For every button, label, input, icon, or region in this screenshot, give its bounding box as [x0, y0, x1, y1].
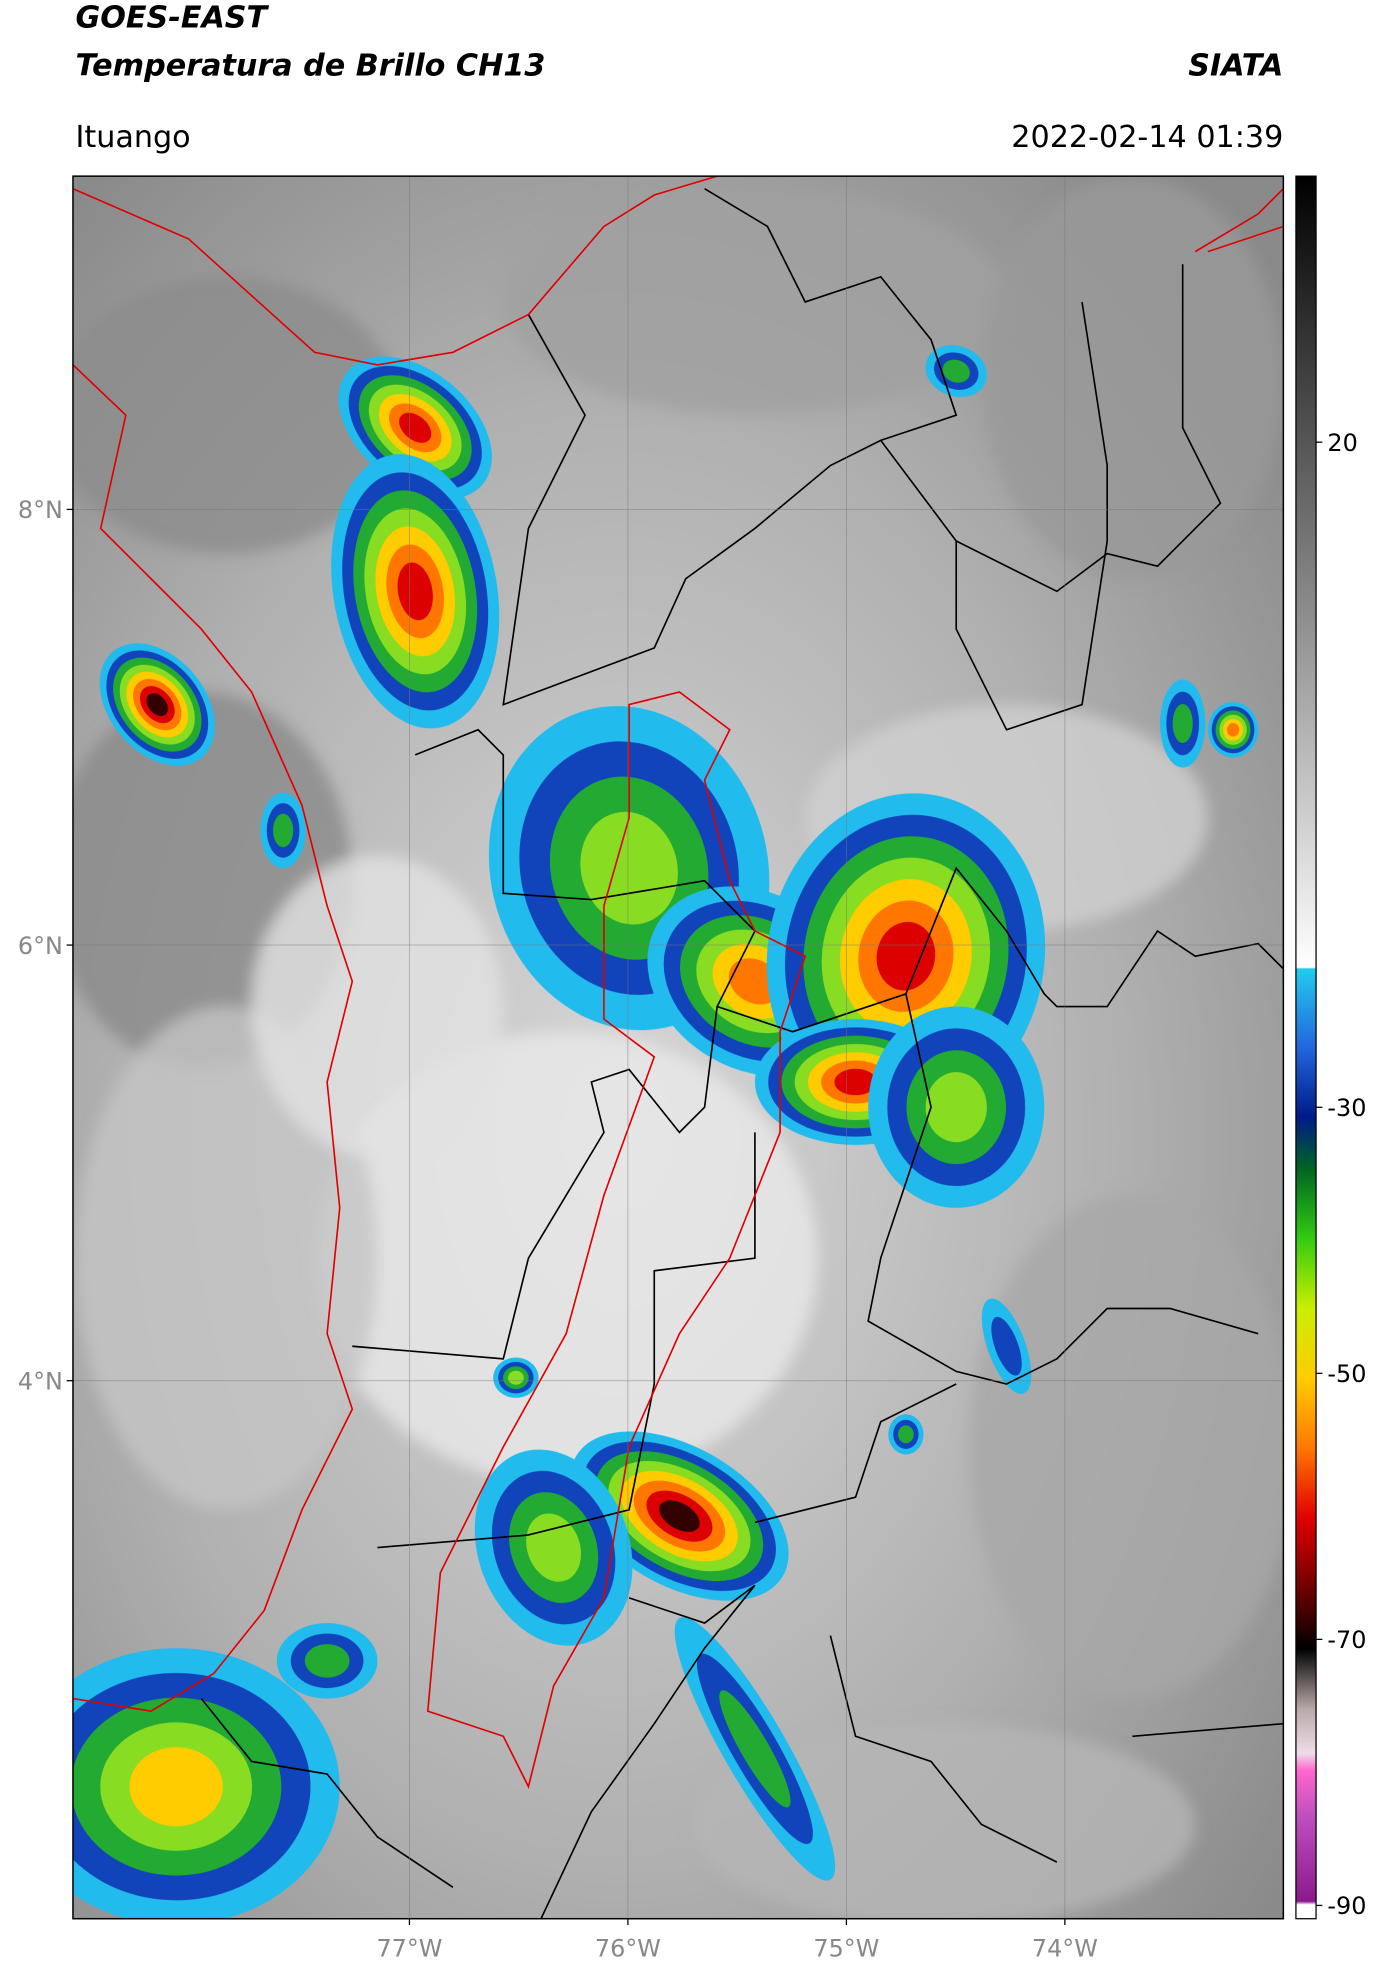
cloud-patch — [968, 1195, 1284, 1699]
lat-tick-label: 8°N — [18, 496, 63, 524]
storm-contour — [146, 693, 168, 716]
storm-contour — [129, 1747, 223, 1827]
map-frame — [72, 175, 1285, 1920]
storm-contour — [942, 359, 970, 383]
storm-contour — [273, 813, 294, 848]
storm-contour — [925, 1072, 987, 1143]
colorbar-tick-label: -50 — [1327, 1360, 1366, 1388]
title-line-1: GOES-EAST — [75, 1, 269, 36]
storm-contour — [399, 412, 432, 443]
storm-contour — [876, 921, 936, 991]
cloud-patch — [981, 176, 1284, 579]
lon-tick-label: 77°W — [376, 1934, 442, 1962]
storm-contour — [526, 1513, 582, 1582]
storm-contour — [580, 811, 678, 925]
axes: 8°N 6°N 4°N 77°W 76°W 75°W 74°W 20 -30 -50 -70 -90 — [18, 429, 1367, 1962]
colorbar-tick-label: -30 — [1327, 1094, 1366, 1122]
lat-tick-label: 6°N — [18, 932, 63, 960]
location: Ituango — [75, 120, 190, 155]
storm-contour — [397, 562, 433, 621]
colorbar — [1295, 175, 1317, 1920]
colorbar-tick-label: -90 — [1327, 1892, 1366, 1920]
source: SIATA — [1188, 48, 1283, 83]
colorbar-tick-label: -70 — [1327, 1626, 1366, 1654]
storm-contour — [898, 1425, 914, 1444]
datetime: 2022-02-14 01:39 — [1011, 120, 1283, 155]
lon-tick-label: 75°W — [813, 1934, 879, 1962]
cloud-patch — [75, 1006, 378, 1510]
map — [72, 176, 1284, 1919]
title-line-2: Temperatura de Brillo CH13 — [75, 48, 545, 83]
lon-tick-label: 76°W — [595, 1934, 661, 1962]
storm-contour — [719, 1690, 791, 1808]
lon-tick-label: 74°W — [1032, 1934, 1098, 1962]
storm-contour — [1172, 703, 1193, 744]
cloud-texture — [72, 176, 1284, 1919]
storm-contour — [991, 1316, 1022, 1376]
graticule — [72, 176, 1284, 1919]
storm-contour — [834, 1068, 877, 1096]
lat-tick-label: 4°N — [18, 1368, 63, 1396]
colorbar-tick-label: 20 — [1327, 429, 1357, 457]
storm-contour — [304, 1644, 350, 1678]
storm-contour — [1226, 723, 1240, 737]
cloud-patch — [251, 855, 504, 1158]
cloud-patch — [503, 188, 1007, 416]
storm-contour — [507, 1370, 524, 1385]
storms — [72, 345, 1259, 1919]
borders — [72, 176, 1284, 1919]
cloud-patch — [72, 276, 403, 554]
storm-contour — [659, 1500, 700, 1532]
cloud-patch — [314, 1031, 818, 1485]
